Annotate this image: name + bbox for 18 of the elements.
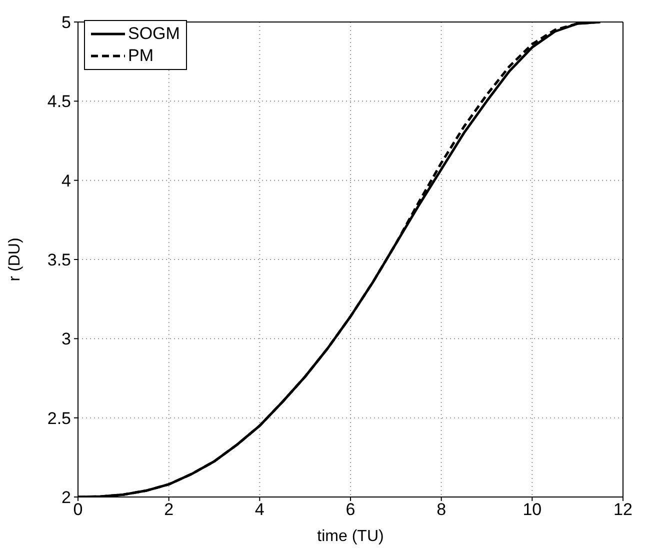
x-tick-label: 2	[164, 500, 174, 520]
y-tick-label: 4.5	[47, 92, 71, 112]
x-tick-label: 0	[73, 500, 83, 520]
x-tick-label: 10	[522, 500, 542, 520]
y-tick-label: 3.5	[47, 250, 71, 270]
x-tick-label: 4	[254, 500, 264, 520]
y-tick-label: 5	[62, 13, 71, 32]
legend-label: PM	[128, 45, 154, 67]
x-tick-label: 6	[346, 500, 356, 520]
legend-label: SOGM	[128, 23, 180, 45]
y-axis-title: r (DU)	[6, 238, 24, 282]
x-axis-title: time (TU)	[317, 528, 384, 545]
y-tick-label: 4	[62, 171, 71, 190]
y-tick-label: 3	[62, 330, 71, 349]
y-tick-label: 2	[62, 488, 71, 508]
y-tick-label: 2.5	[47, 408, 71, 428]
x-tick-label: 8	[436, 500, 446, 520]
x-tick-label: 12	[614, 500, 632, 520]
